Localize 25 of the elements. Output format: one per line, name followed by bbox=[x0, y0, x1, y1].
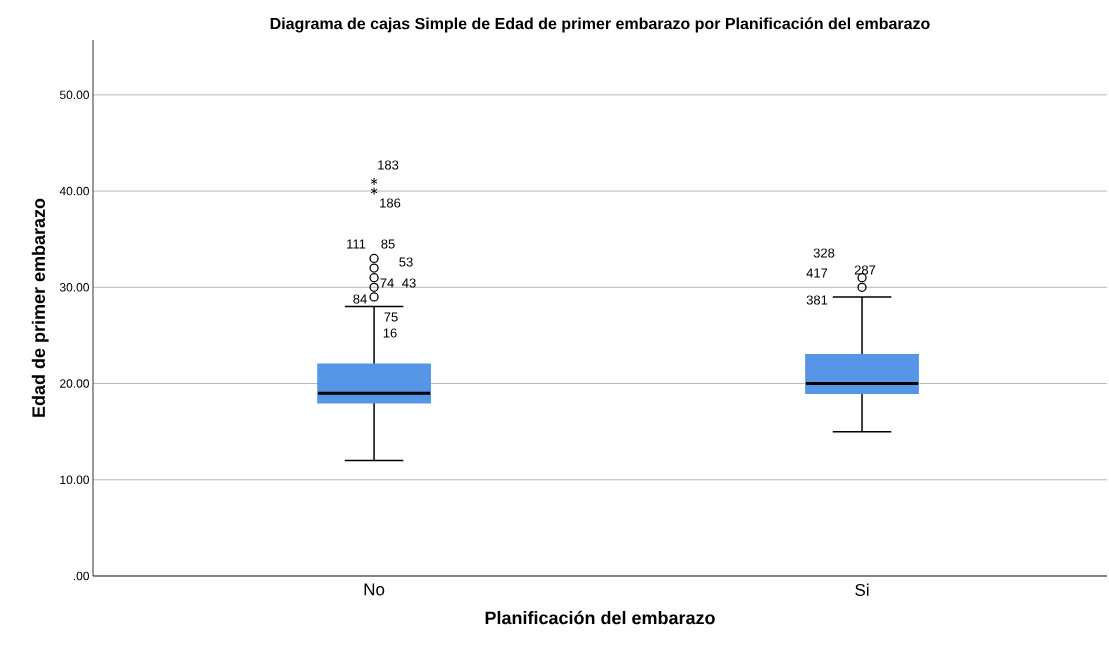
annotation: 75 bbox=[384, 312, 398, 322]
y-axis-title: Edad de primer embarazo bbox=[31, 198, 49, 417]
annotation: 74 bbox=[380, 278, 394, 288]
annotation: 186 bbox=[380, 198, 401, 208]
annotation: 111 bbox=[347, 239, 366, 249]
annotation: 381 bbox=[806, 295, 828, 305]
annotation: 84 bbox=[353, 294, 367, 304]
annotation: 287 bbox=[854, 265, 876, 275]
annotation: 53 bbox=[399, 257, 413, 267]
y-tick-label: .00 bbox=[73, 571, 90, 581]
x-tick-label: Si bbox=[855, 583, 869, 597]
y-tick-label: 20.00 bbox=[60, 379, 90, 388]
x-axis-title: Planificación del embarazo bbox=[485, 610, 715, 625]
y-tick-label: 30.00 bbox=[59, 283, 90, 292]
y-tick-label: 40.00 bbox=[59, 186, 90, 196]
annotation: 328 bbox=[813, 248, 835, 258]
annotation: 85 bbox=[381, 239, 395, 249]
annotation: 43 bbox=[402, 278, 416, 288]
annotation: 417 bbox=[806, 268, 828, 278]
x-tick-label: No bbox=[364, 583, 385, 596]
annotation: 183 bbox=[378, 160, 399, 170]
chart-title: Diagrama de cajas Simple de Edad de primer embarazo por Planificación del embarazo bbox=[270, 17, 930, 33]
annotation: 16 bbox=[383, 328, 397, 338]
y-tick-label: 10.00 bbox=[60, 475, 90, 484]
y-tick-label: 50.00 bbox=[59, 90, 90, 100]
